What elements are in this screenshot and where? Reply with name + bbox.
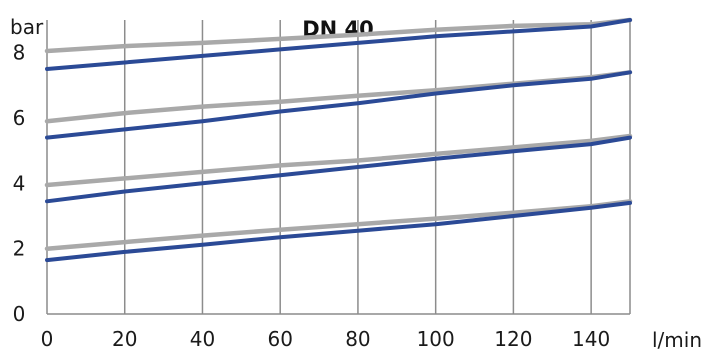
y-tick-label-6: 6 [13,106,26,130]
x-tick-label-80: 80 [345,327,370,351]
y-tick-label-0: 0 [13,302,26,326]
x-tick-label-100: 100 [417,327,455,351]
series-line-3 [44,70,633,124]
tick-layer: 0 20 40 60 80 100 120 140 0 2 4 6 8 [13,41,611,351]
y-tick-label-2: 2 [13,237,26,261]
series-layer [44,17,633,263]
grid-layer [46,20,631,315]
series-line-1 [44,17,633,54]
series-line-6 [45,135,632,204]
series-line-8 [45,200,632,263]
y-axis-label: bar [10,15,44,39]
series-line-5 [44,133,633,188]
x-tick-label-0: 0 [41,327,54,351]
x-tick-label-120: 120 [494,327,532,351]
x-tick-label-40: 40 [190,327,215,351]
y-tick-label-8: 8 [13,41,26,65]
series-line-7 [44,199,633,251]
series-line-2 [45,18,632,71]
x-tick-label-60: 60 [267,327,292,351]
x-tick-label-20: 20 [112,327,137,351]
x-tick-label-140: 140 [572,327,610,351]
series-line-4 [45,70,632,140]
y-tick-label-4: 4 [13,171,26,195]
x-axis-label: l/min [652,328,702,351]
